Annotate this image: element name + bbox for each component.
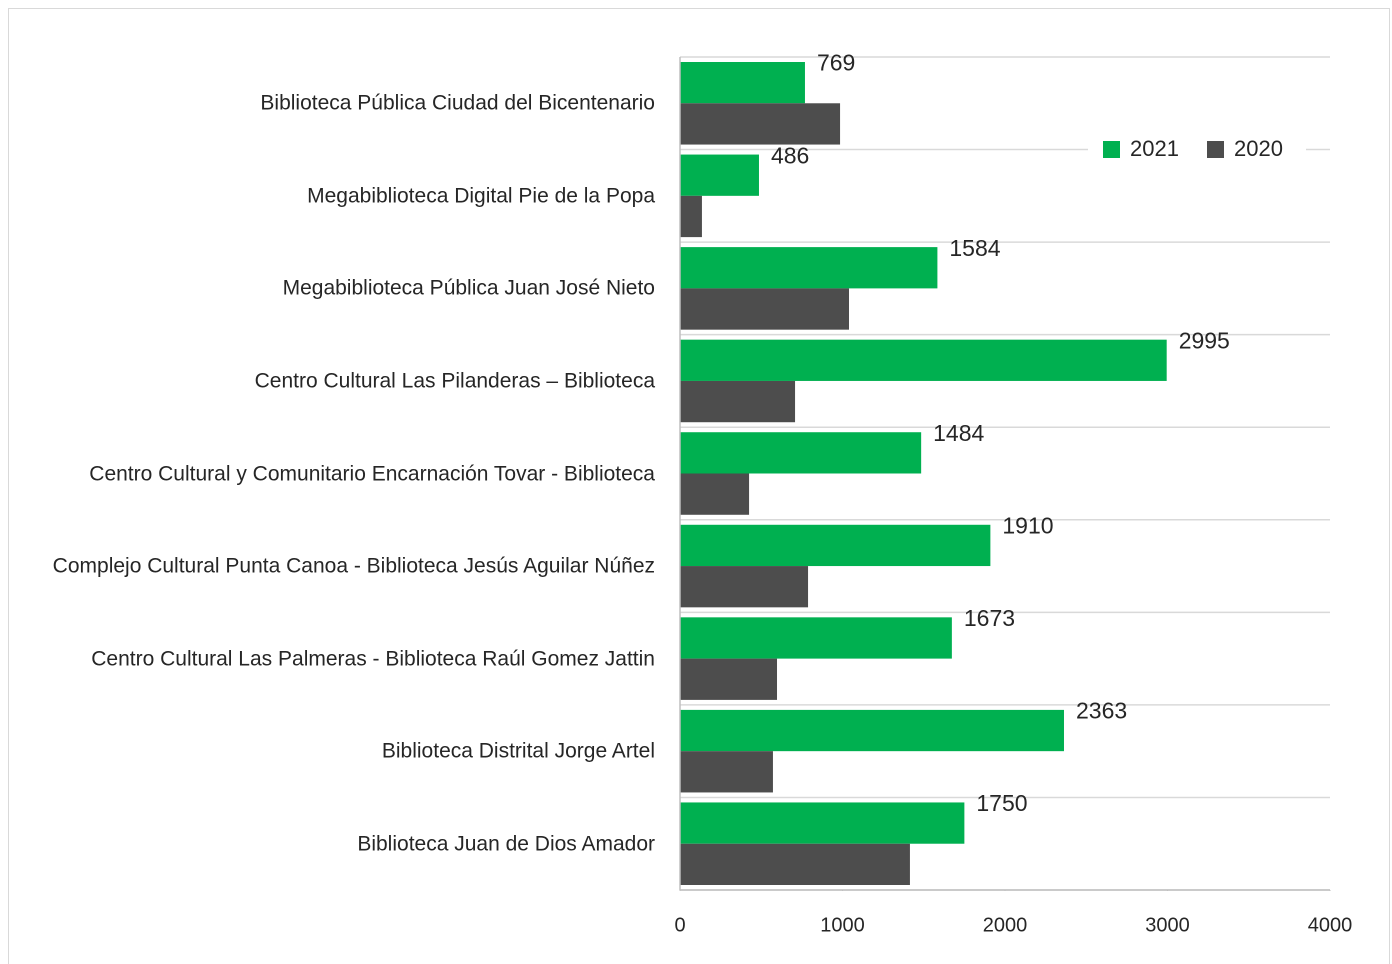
bar: [680, 658, 778, 700]
x-tick-label: 4000: [1308, 914, 1353, 936]
bar: [680, 802, 965, 844]
bar: [680, 62, 805, 104]
chart-frame: [8, 8, 1390, 964]
category-label: Centro Cultural y Comunitario Encarnació…: [89, 462, 655, 485]
category-label: Biblioteca Pública Ciudad del Bicentenar…: [260, 91, 655, 115]
category-label: Megabiblioteca Pública Juan José Nieto: [282, 276, 655, 300]
bar: [680, 195, 702, 238]
legend-background: [1088, 133, 1306, 165]
data-label: 1484: [933, 420, 984, 446]
data-label: 1673: [964, 605, 1015, 631]
bar: [680, 473, 750, 515]
category-label: Biblioteca Juan de Dios Amador: [357, 832, 655, 856]
bar: [680, 380, 796, 423]
bar: [680, 288, 849, 330]
data-label: 2995: [1179, 327, 1230, 353]
bar: [680, 751, 773, 793]
legend-label: 2021: [1130, 136, 1179, 161]
bar: [680, 566, 809, 608]
data-label: 2363: [1076, 698, 1127, 724]
legend-label: 2020: [1234, 136, 1283, 161]
bar: [680, 154, 759, 196]
data-label: 769: [817, 50, 855, 76]
category-label: Centro Cultural Las Pilanderas – Bibliot…: [254, 369, 655, 393]
category-label: Megabiblioteca Digital Pie de la Popa: [307, 184, 655, 208]
x-tick-label: 2000: [983, 914, 1028, 936]
x-tick-label: 3000: [1145, 914, 1190, 936]
bar: [680, 339, 1167, 381]
data-label: 1910: [1002, 512, 1053, 538]
bar: [680, 524, 991, 567]
bar: [680, 247, 938, 289]
category-label: Complejo Cultural Punta Canoa - Bibliote…: [52, 554, 655, 578]
category-label: Biblioteca Distrital Jorge Artel: [381, 739, 655, 763]
bar: [680, 843, 910, 885]
data-label: 486: [771, 142, 809, 168]
bar: [680, 432, 922, 474]
bar: [680, 103, 841, 145]
legend-swatch: [1103, 141, 1120, 158]
bar: [680, 617, 952, 659]
x-tick-label: 1000: [820, 914, 865, 936]
data-label: 1750: [976, 790, 1027, 816]
bar: [680, 709, 1064, 752]
x-tick-label: 0: [674, 914, 685, 936]
data-label: 1584: [949, 235, 1000, 261]
legend-swatch: [1207, 141, 1224, 158]
category-label: Centro Cultural Las Palmeras - Bibliotec…: [91, 647, 655, 671]
